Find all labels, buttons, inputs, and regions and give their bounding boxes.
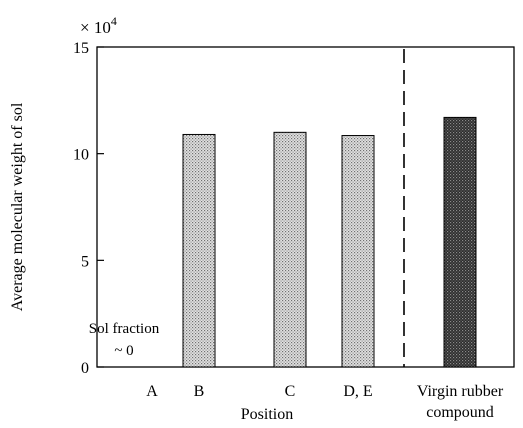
bar-b <box>182 133 216 368</box>
bar-d-e <box>341 135 375 368</box>
x-tick-label: D, E <box>343 383 372 400</box>
x-tick-label: B <box>194 383 205 400</box>
bar-virgin-rubber-compound <box>443 116 477 368</box>
y-axis: 0 5 10 15 <box>73 40 104 377</box>
bars <box>182 116 477 368</box>
x-tick-label: A <box>146 383 158 400</box>
y-tick-label: 10 <box>73 147 89 164</box>
y-tick-label: 5 <box>81 253 89 270</box>
bar-c <box>273 131 307 368</box>
y-multiplier: × 104 <box>80 14 117 37</box>
y-multiplier-base: × 10 <box>80 18 111 37</box>
x-tick-label: Virgin rubber compound <box>417 383 504 421</box>
annotation-sol-fraction-value: ~ 0 <box>114 343 133 359</box>
x-tick-label: C <box>285 383 296 400</box>
x-axis: A B C D, E Virgin rubber compound <box>146 383 504 421</box>
y-multiplier-exponent: 4 <box>111 14 117 28</box>
y-axis-title: Average molecular weight of sol <box>9 102 26 311</box>
annotation-sol-fraction: Sol fraction <box>89 321 160 337</box>
y-tick-label: 15 <box>73 40 89 57</box>
x-axis-title: Position <box>241 406 293 423</box>
y-tick-label: 0 <box>81 360 89 377</box>
